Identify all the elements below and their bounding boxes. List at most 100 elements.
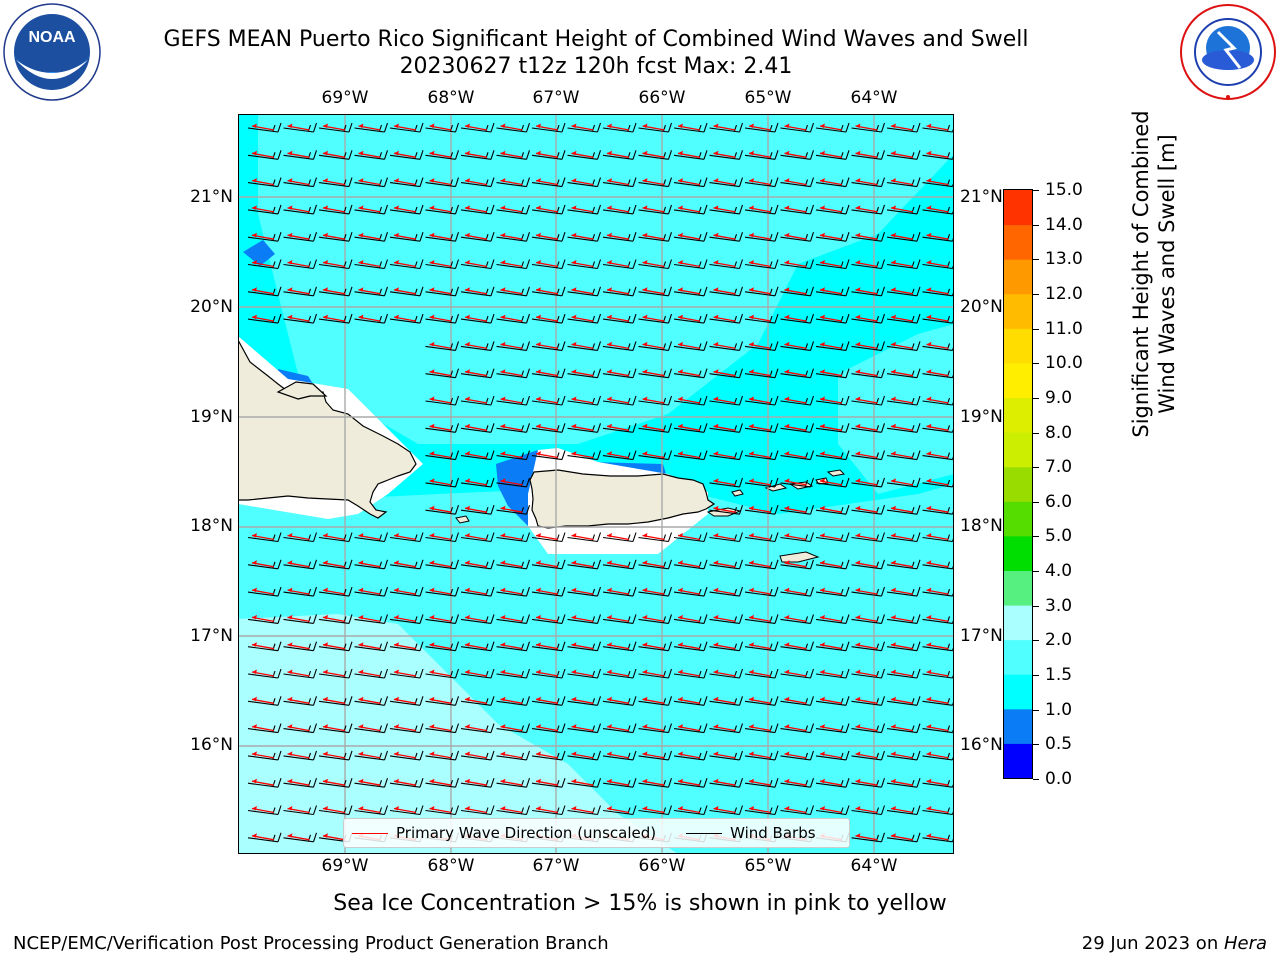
- colorbar-tick-mark: [1033, 744, 1039, 746]
- wave-direction-arrowhead: [891, 833, 896, 838]
- wave-direction-arrowhead: [429, 423, 435, 429]
- wave-direction-arrowhead: [891, 451, 896, 456]
- wave-direction-arrowhead: [891, 396, 896, 401]
- wave-direction-arrowhead: [784, 178, 790, 183]
- lon-label-top: 67°W: [532, 88, 580, 108]
- wave-direction-arrowhead: [713, 205, 719, 210]
- lat-label-right: 18°N: [960, 516, 1003, 536]
- colorbar-segment: [1004, 535, 1032, 571]
- lon-label-bottom: 67°W: [532, 856, 580, 876]
- wave-direction-arrowhead: [855, 478, 861, 483]
- wave-direction-arrowhead: [429, 314, 435, 320]
- colorbar-segment: [1004, 743, 1032, 778]
- wave-direction-arrowhead: [891, 724, 896, 729]
- wave-direction-arrowhead: [820, 369, 825, 374]
- wave-direction-arrowhead: [926, 260, 932, 265]
- wave-direction-arrowhead: [678, 205, 683, 210]
- wave-direction-arrowhead: [394, 178, 399, 183]
- colorbar-label-line1: Significant Height of Combined: [1129, 110, 1153, 438]
- wave-direction-arrowhead: [429, 560, 435, 565]
- wave-direction-arrowhead: [855, 287, 861, 292]
- wave-direction-arrowhead: [571, 341, 577, 347]
- wave-direction-arrowhead: [394, 287, 399, 292]
- wave-direction-arrowhead: [607, 287, 612, 292]
- wave-direction-arrowhead: [855, 314, 861, 320]
- colorbar-segment: [1004, 708, 1032, 744]
- wave-direction-arrowhead: [926, 178, 932, 183]
- wave-direction-arrowhead: [820, 533, 825, 538]
- wave-direction-arrowhead: [287, 833, 293, 838]
- wave-direction-arrowhead: [536, 669, 541, 674]
- wave-direction-arrowhead: [536, 314, 541, 320]
- wave-direction-arrowhead: [820, 696, 825, 702]
- wave-direction-arrowhead: [749, 669, 754, 674]
- wave-direction-arrowhead: [571, 178, 577, 183]
- wave-direction-arrowhead: [500, 396, 506, 401]
- wave-direction-arrowhead: [500, 369, 506, 374]
- colorbar-segment: [1004, 362, 1032, 399]
- wave-direction-arrowhead: [820, 260, 825, 265]
- wave-direction-arrowhead: [500, 642, 506, 647]
- legend-item-wave-direction: Primary Wave Direction (unscaled): [352, 824, 656, 842]
- wave-direction-arrowhead: [926, 560, 932, 565]
- wave-direction-arrowhead: [252, 178, 257, 183]
- wave-direction-arrowhead: [926, 806, 932, 811]
- colorbar-tick-mark: [1033, 432, 1039, 434]
- wave-direction-arrowhead: [820, 314, 825, 320]
- wave-direction-arrowhead: [429, 341, 435, 347]
- wave-direction-arrowhead: [820, 778, 825, 784]
- wave-direction-arrowhead: [287, 287, 293, 292]
- wave-direction-arrowhead: [500, 806, 506, 811]
- wave-direction-arrowhead: [500, 478, 506, 483]
- wave-direction-arrowhead: [252, 314, 257, 320]
- wave-direction-arrowhead: [891, 260, 896, 265]
- wave-direction-arrowhead: [784, 287, 790, 292]
- wave-direction-arrowhead: [784, 696, 790, 702]
- wave-direction-arrowhead: [642, 178, 648, 183]
- wave-direction-arrowhead: [323, 724, 328, 729]
- wave-direction-arrowhead: [678, 560, 683, 565]
- wave-direction-arrowhead: [465, 451, 470, 456]
- colorbar-segment: [1004, 674, 1032, 710]
- wave-direction-arrowhead: [678, 614, 683, 620]
- wave-direction-arrowhead: [820, 287, 825, 292]
- wave-direction-arrowhead: [926, 724, 932, 729]
- wave-direction-arrowhead: [607, 778, 612, 784]
- legend-swatch-black-line: [686, 832, 723, 834]
- colorbar: [1003, 189, 1033, 779]
- wave-direction-arrowhead: [323, 260, 328, 265]
- wave-direction-arrowhead: [323, 778, 328, 784]
- wave-direction-arrowhead: [642, 806, 648, 811]
- wave-direction-arrowhead: [713, 369, 719, 374]
- wave-direction-arrowhead: [394, 314, 399, 320]
- wave-direction-arrowhead: [678, 396, 683, 401]
- wave-direction-arrowhead: [536, 423, 541, 429]
- wave-direction-arrowhead: [571, 123, 577, 128]
- wave-direction-arrowhead: [536, 560, 541, 565]
- wave-direction-arrowhead: [784, 369, 790, 374]
- wave-direction-arrowhead: [891, 369, 896, 374]
- wave-direction-arrowhead: [536, 642, 541, 647]
- wave-direction-arrowhead: [287, 123, 293, 128]
- footer-date: 29 Jun 2023 on Hera: [1082, 933, 1267, 954]
- colorbar-tick-label: 11.0: [1045, 318, 1083, 339]
- wave-direction-arrowhead: [358, 806, 364, 811]
- wave-direction-arrowhead: [784, 451, 790, 456]
- wave-direction-arrowhead: [252, 533, 257, 538]
- wave-direction-arrowhead: [323, 205, 328, 210]
- wave-direction-arrowhead: [571, 560, 577, 565]
- wave-direction-arrowhead: [891, 806, 896, 811]
- wave-direction-arrowhead: [926, 751, 932, 756]
- wave-direction-arrowhead: [571, 724, 577, 729]
- wave-direction-arrowhead: [642, 287, 648, 292]
- wave-direction-arrowhead: [358, 587, 364, 593]
- wave-direction-arrowhead: [642, 614, 648, 620]
- wave-direction-arrowhead: [287, 669, 293, 674]
- wave-direction-arrowhead: [891, 778, 896, 784]
- wave-direction-arrowhead: [571, 205, 577, 210]
- footer-host: Hera: [1223, 933, 1267, 954]
- colorbar-tick-label: 1.5: [1045, 665, 1073, 686]
- wave-direction-arrowhead: [323, 669, 328, 674]
- wave-direction-arrowhead: [855, 533, 861, 538]
- wave-direction-arrowhead: [571, 614, 577, 620]
